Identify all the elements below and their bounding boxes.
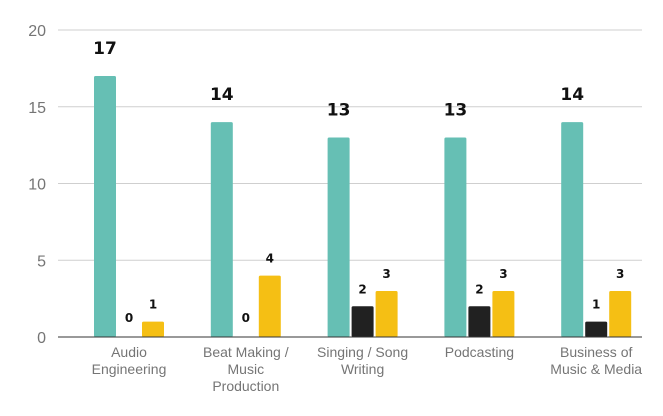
category-label: Audio Engineering	[92, 344, 167, 377]
data-label: 14	[560, 85, 584, 105]
category-label: Beat Making / Music Production	[203, 344, 289, 394]
bar	[492, 290, 515, 337]
data-label: 0	[125, 311, 133, 325]
bar	[561, 122, 584, 337]
data-label: 2	[358, 282, 366, 296]
data-label: 1	[149, 298, 157, 312]
data-label: 4	[266, 252, 274, 266]
data-label: 2	[475, 282, 483, 296]
y-tick-label: 5	[37, 253, 46, 270]
gridlines	[58, 29, 642, 261]
bar	[327, 137, 350, 337]
data-label: 3	[616, 267, 624, 281]
y-tick-label: 20	[28, 23, 46, 40]
bar	[258, 275, 281, 337]
bar	[351, 306, 374, 337]
data-label: 13	[327, 100, 351, 120]
bar	[609, 290, 632, 337]
data-label: 13	[444, 100, 468, 120]
bar	[444, 137, 467, 337]
data-label: 17	[93, 39, 117, 59]
category-label: Podcasting	[445, 344, 514, 360]
y-axis-tick-labels: 0 5 10 15 20	[28, 23, 46, 347]
bar	[468, 306, 491, 337]
y-tick-label: 10	[28, 177, 46, 194]
category-label: Business of Music & Media	[550, 344, 642, 377]
y-tick-label: 15	[28, 100, 46, 117]
bar	[94, 76, 116, 338]
bars	[94, 76, 632, 338]
data-label: 3	[382, 267, 390, 281]
category-label: Singing / Song Writing	[317, 344, 408, 377]
data-label: 14	[210, 85, 234, 105]
data-label: 0	[242, 311, 250, 325]
bar	[375, 290, 398, 337]
bar	[585, 321, 608, 337]
x-axis-category-labels: Audio Engineering Beat Making / Music Produc…	[92, 344, 643, 394]
data-label: 3	[499, 267, 507, 281]
bar	[210, 122, 233, 337]
y-tick-label: 0	[37, 330, 46, 347]
bar	[142, 321, 164, 337]
data-label: 1	[592, 298, 600, 312]
